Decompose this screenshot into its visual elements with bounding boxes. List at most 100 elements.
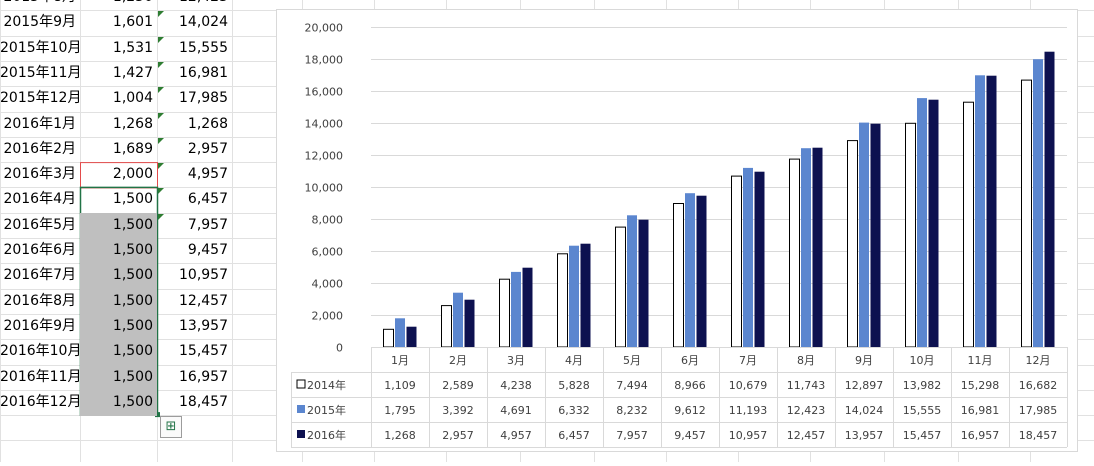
cumulative-value-cell[interactable]: 12,423 xyxy=(157,0,232,11)
cumulative-value-cell[interactable]: 15,457 xyxy=(179,343,228,360)
monthly-value-cell[interactable]: 1,004 xyxy=(112,90,153,107)
bar-2016年-7月[interactable] xyxy=(754,171,765,347)
monthly-value-cell[interactable]: 1,500 xyxy=(80,263,157,290)
month-cell[interactable]: 2016年6月 xyxy=(3,242,76,258)
cumulative-value-cell[interactable]: 15,555 xyxy=(179,39,228,56)
bar-2015年-4月[interactable] xyxy=(569,245,579,347)
data-table-value: 18,457 xyxy=(1019,429,1058,442)
cumulative-value-cell[interactable]: 6,457 xyxy=(187,191,228,208)
bar-2015年-5月[interactable] xyxy=(627,215,637,347)
month-cell[interactable]: 2016年5月 xyxy=(3,216,76,233)
fill-handle[interactable] xyxy=(155,412,160,418)
bar-2016年-10月[interactable] xyxy=(928,99,939,347)
month-cell[interactable]: 2016年12月 xyxy=(0,393,80,410)
month-cell[interactable]: 2015年12月 xyxy=(0,90,80,107)
bar-2016年-12月[interactable] xyxy=(1044,51,1055,347)
monthly-value-cell[interactable]: 1,601 xyxy=(112,14,153,31)
bar-2015年-6月[interactable] xyxy=(685,193,695,347)
cumulative-value-cell[interactable]: 10,957 xyxy=(179,267,228,284)
bar-2015年-3月[interactable] xyxy=(511,271,521,347)
data-table-value: 15,298 xyxy=(961,379,1000,392)
month-cell[interactable]: 2015年10月 xyxy=(0,39,80,56)
cumulative-value-cell[interactable]: 17,985 xyxy=(179,90,228,107)
bar-2014年-7月[interactable] xyxy=(731,175,742,348)
bar-2016年-11月[interactable] xyxy=(986,75,997,347)
monthly-value-cell[interactable]: 1,500 xyxy=(80,364,157,391)
bar-2014年-5月[interactable] xyxy=(615,226,626,348)
bar-2015年-1月[interactable] xyxy=(395,318,405,347)
bar-2016年-4月[interactable] xyxy=(580,243,591,347)
data-table-value: 2,957 xyxy=(442,429,474,442)
bar-2014年-9月[interactable] xyxy=(847,140,858,348)
monthly-value-cell[interactable]: 1,531 xyxy=(112,39,153,56)
bar-2015年-2月[interactable] xyxy=(453,292,463,347)
data-table-value: 5,828 xyxy=(558,379,590,392)
month-cell[interactable]: 2015年9月 xyxy=(3,14,76,31)
cumulative-value-cell[interactable]: 18,457 xyxy=(179,393,228,410)
cumulative-value-cell[interactable]: 14,024 xyxy=(179,14,228,31)
bar-2016年-2月[interactable] xyxy=(464,299,475,347)
bar-2014年-8月[interactable] xyxy=(789,158,800,348)
month-cell[interactable]: 2016年7月 xyxy=(3,267,76,284)
monthly-value-cell[interactable]: 1,500 xyxy=(80,212,157,239)
bar-2016年-6月[interactable] xyxy=(696,195,707,347)
monthly-value-cell[interactable]: 1,500 xyxy=(80,238,157,264)
month-cell[interactable]: 2016年11月 xyxy=(0,368,80,385)
bar-2015年-8月[interactable] xyxy=(801,148,811,347)
error-indicator-icon xyxy=(158,163,164,169)
month-cell[interactable]: 2016年10月 xyxy=(0,343,80,360)
month-cell[interactable]: 2015年11月 xyxy=(0,64,80,81)
cumulative-value-cell[interactable]: 13,957 xyxy=(179,317,228,334)
bar-2016年-3月[interactable] xyxy=(522,267,533,347)
bar-2015年-10月[interactable] xyxy=(917,98,927,347)
bar-2016年-8月[interactable] xyxy=(812,147,823,347)
bar-2015年-11月[interactable] xyxy=(975,75,985,348)
month-cell[interactable]: 2016年8月 xyxy=(3,292,76,309)
monthly-value-cell[interactable]: 1,500 xyxy=(80,339,157,365)
month-cell[interactable]: 2016年1月 xyxy=(3,115,76,132)
cumulative-value-cell[interactable]: 16,981 xyxy=(179,64,228,81)
monthly-value-cell[interactable]: 1,500 xyxy=(80,313,157,340)
monthly-value-cell[interactable]: 1,500 xyxy=(80,389,157,416)
bar-2014年-11月[interactable] xyxy=(963,101,974,348)
month-cell[interactable]: 2016年3月 xyxy=(3,166,76,183)
month-cell[interactable]: 2015年8月 xyxy=(0,0,80,11)
bar-2014年-3月[interactable] xyxy=(499,278,510,348)
bar-2014年-2月[interactable] xyxy=(441,305,452,348)
cumulative-value-cell[interactable]: 12,457 xyxy=(179,292,228,309)
quick-analysis-icon[interactable]: ⊞ xyxy=(160,416,182,438)
bar-2015年-12月[interactable] xyxy=(1033,59,1043,347)
cumulative-value-cell[interactable]: 1,268 xyxy=(187,115,228,132)
cumulative-value-cell[interactable]: 4,957 xyxy=(187,166,228,183)
y-tick-label: 20,000 xyxy=(305,22,344,35)
month-cell[interactable]: 2016年2月 xyxy=(3,140,76,157)
bar-2014年-4月[interactable] xyxy=(557,253,568,348)
bar-2014年-10月[interactable] xyxy=(905,122,916,348)
cumulative-value-cell[interactable]: 2,957 xyxy=(187,140,228,157)
monthly-value-cell[interactable]: 2,000 xyxy=(112,166,153,183)
column-chart[interactable]: 0 2,000 4,000 6,000 8,000 10,000 12,000 14,000 1… xyxy=(276,9,1078,452)
monthly-value-cell[interactable]: 1,689 xyxy=(112,140,153,157)
bar-2016年-9月[interactable] xyxy=(870,123,881,347)
bar-2015年-9月[interactable] xyxy=(859,122,869,347)
monthly-value-cell[interactable]: 1,500 xyxy=(80,288,157,315)
monthly-value-cell[interactable]: 1,268 xyxy=(112,115,153,132)
month-cell[interactable]: 2016年9月 xyxy=(3,317,76,334)
x-tick-label: 4月 xyxy=(565,354,583,367)
data-table-value: 15,555 xyxy=(903,404,942,417)
bar-2014年-1月[interactable] xyxy=(383,328,394,348)
bar-2016年-5月[interactable] xyxy=(638,219,649,347)
bar-2016年-1月[interactable] xyxy=(406,326,417,347)
monthly-value-cell[interactable]: 1,250 xyxy=(80,0,157,11)
monthly-value-cell[interactable]: 1,427 xyxy=(112,64,153,81)
cumulative-value-cell[interactable]: 9,457 xyxy=(187,242,228,258)
cumulative-value-cell[interactable]: 16,957 xyxy=(179,368,228,385)
cumulative-value-cell[interactable]: 7,957 xyxy=(187,216,228,233)
data-table-value: 4,957 xyxy=(500,429,532,442)
bar-2014年-12月[interactable] xyxy=(1021,79,1032,348)
bar-2014年-6月[interactable] xyxy=(673,203,684,348)
monthly-value-cell[interactable]: 1,500 xyxy=(112,191,153,208)
month-cell[interactable]: 2016年4月 xyxy=(3,191,76,208)
bar-2015年-7月[interactable] xyxy=(743,167,753,347)
